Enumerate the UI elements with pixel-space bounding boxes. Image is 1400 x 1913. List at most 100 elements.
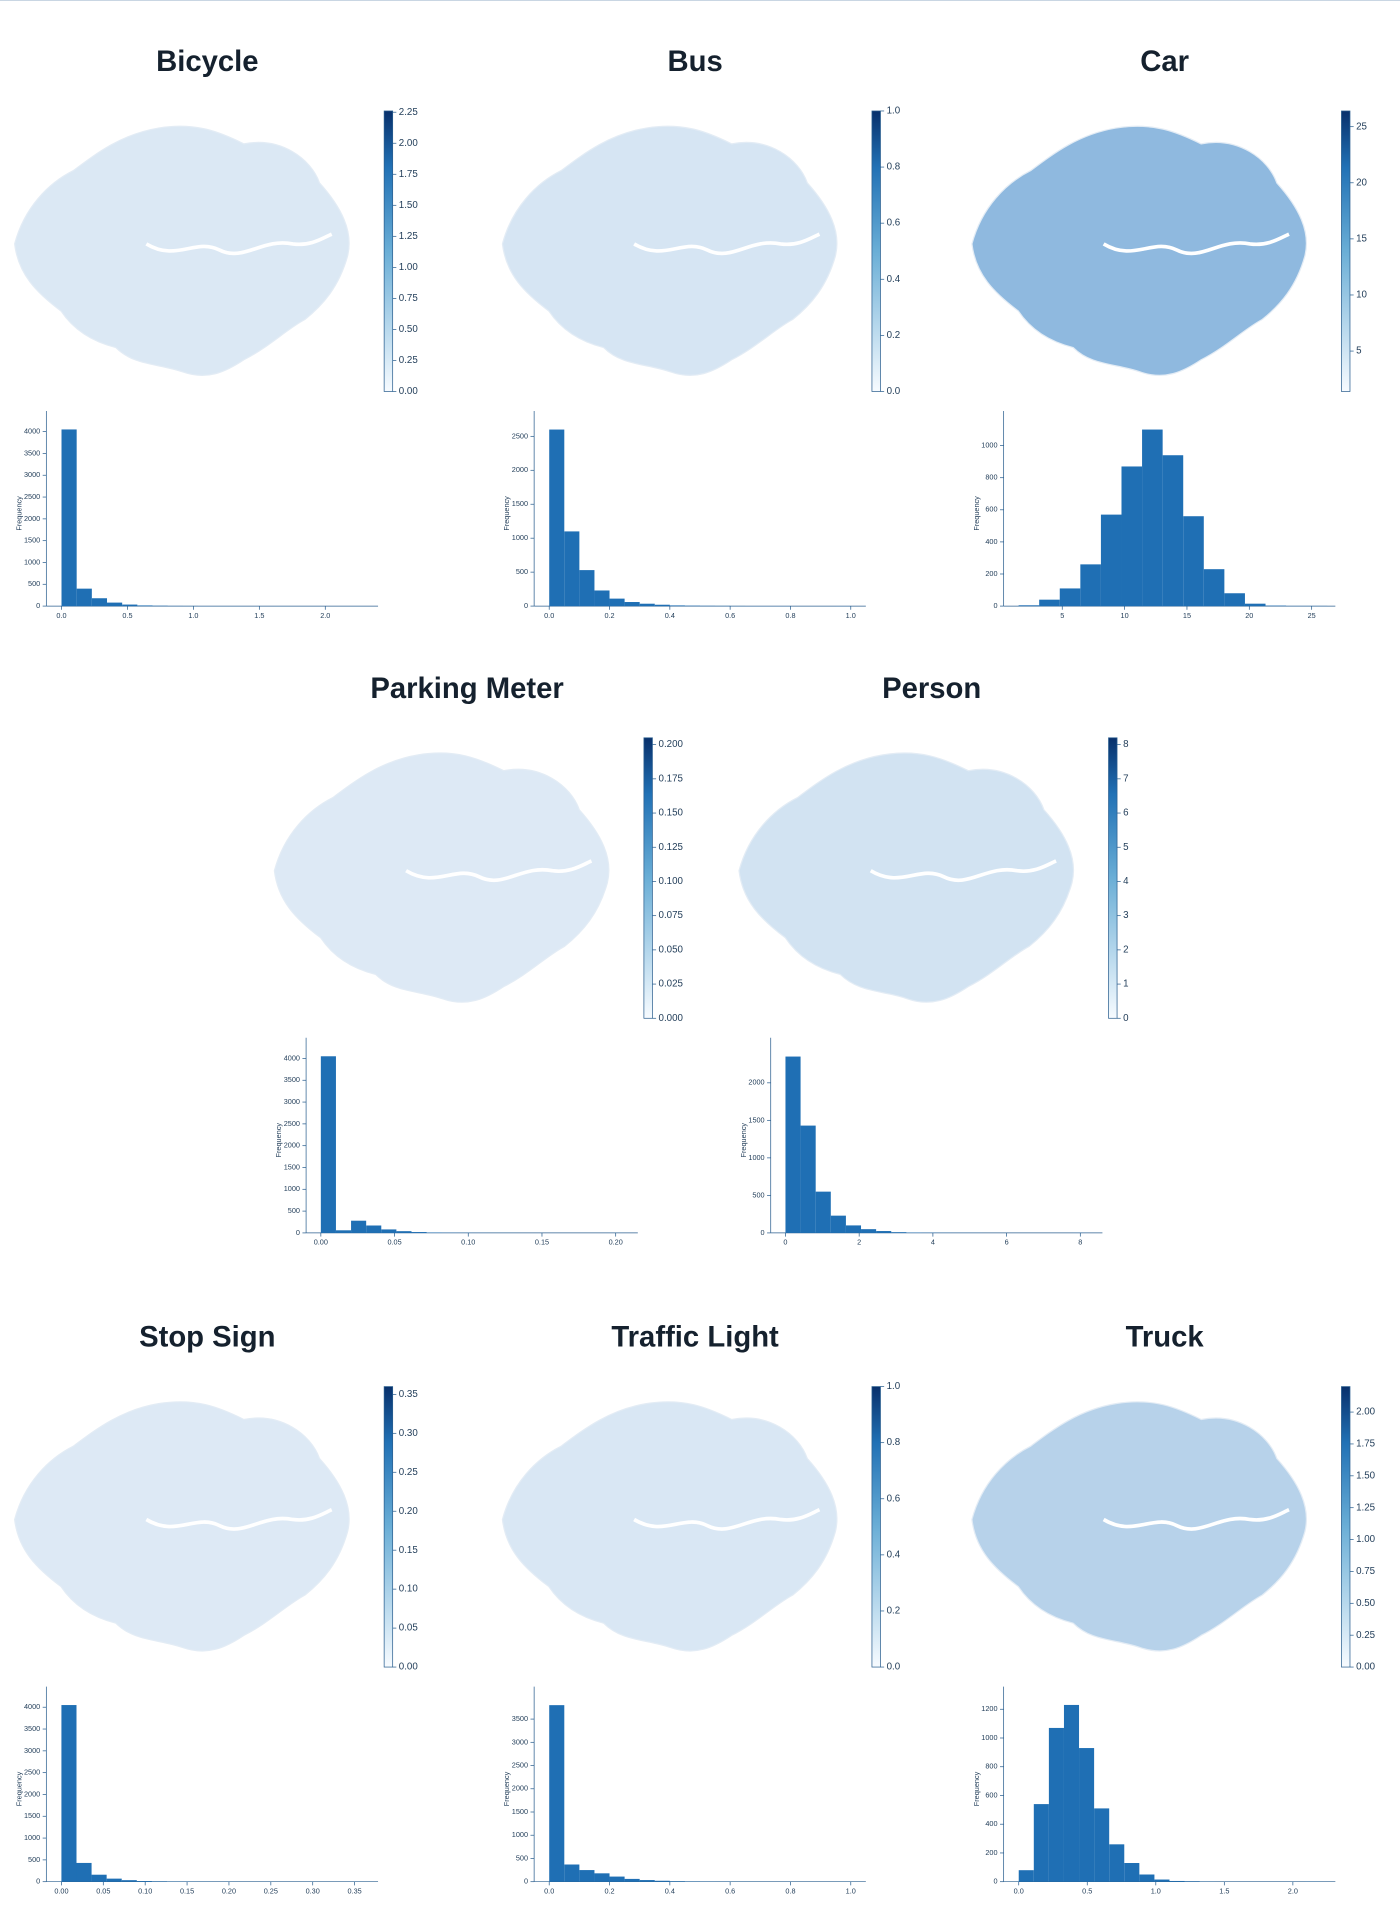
- panel-title: Car: [1140, 46, 1189, 78]
- colorbar: [1341, 1386, 1351, 1668]
- colorbar: [643, 737, 653, 1019]
- y-tick-label: 0: [993, 601, 997, 610]
- colorbar-tick-label: 0.4: [887, 1549, 901, 1560]
- histogram-bar: [335, 1230, 352, 1233]
- y-tick-label: 0: [296, 1228, 300, 1237]
- y-tick-label: 1000: [24, 557, 40, 566]
- y-tick-label: 0: [36, 1877, 40, 1886]
- colorbar-tick-label: 0.05: [399, 1623, 419, 1634]
- y-tick-label: 1500: [512, 1807, 528, 1816]
- panel: Bus 0.0 0.2 0.4 0.6 0.8 1.0 Frequency 0 500 1000 15…: [501, 46, 901, 620]
- colorbar-tick-label: 0.00: [399, 1662, 419, 1673]
- colorbar-tick-label: 1: [1123, 979, 1128, 990]
- histogram-bar: [91, 598, 108, 607]
- colorbar-tick-label: 1.25: [1356, 1502, 1376, 1513]
- y-tick-label: 1000: [24, 1833, 40, 1842]
- x-tick-label: 2.0: [320, 611, 330, 620]
- histogram-bar: [76, 588, 92, 607]
- panel-title: Traffic Light: [611, 1322, 779, 1354]
- y-tick-label: 0: [524, 601, 528, 610]
- histogram-bar: [1203, 569, 1225, 607]
- colorbar-tick-label: 5: [1123, 842, 1129, 853]
- panels: Bicycle0.000.250.500.751.001.251.501.752…: [14, 46, 1376, 1895]
- map-river: [1102, 1508, 1290, 1531]
- y-tick-label: 3000: [24, 1746, 40, 1755]
- x-tick-label: 0.00: [314, 1238, 328, 1247]
- y-tick-label: 800: [985, 1762, 997, 1771]
- x-tick-label: 0.15: [180, 1886, 194, 1895]
- x-tick-label: 0.0: [544, 1886, 554, 1895]
- histogram-bar: [411, 1232, 427, 1233]
- panel: Stop Sign 0.00 0.05 0.10 0.15 0.20 0.25 0.30 0.3…: [14, 1322, 419, 1895]
- colorbar-tick-label: 0.30: [399, 1428, 419, 1439]
- histogram-bar: [785, 1056, 801, 1233]
- histogram-bar: [594, 590, 610, 607]
- histogram-bar: [609, 1876, 625, 1882]
- colorbar-tick-label: 1.75: [1356, 1439, 1376, 1450]
- histogram-bar: [579, 570, 595, 607]
- colorbar: [1341, 110, 1351, 392]
- y-tick-label: 400: [985, 537, 997, 546]
- colorbar-tick-label: 2.25: [399, 107, 419, 118]
- histogram-bar: [1059, 588, 1081, 607]
- histogram-bar: [1100, 514, 1122, 607]
- y-tick-label: 500: [752, 1190, 764, 1199]
- panel-title: Stop Sign: [139, 1322, 275, 1354]
- histogram-bar: [1094, 1808, 1110, 1882]
- x-tick-label: 6: [1005, 1238, 1009, 1247]
- colorbar-tick-label: 0.200: [659, 739, 684, 750]
- colorbar-tick-label: 0.50: [1356, 1598, 1376, 1609]
- y-tick-label: 500: [28, 579, 40, 588]
- x-tick-label: 1.5: [1219, 1886, 1229, 1895]
- histogram-bar: [549, 1705, 565, 1882]
- x-tick-label: 0.25: [264, 1886, 278, 1895]
- colorbar-tick-label: 1.75: [399, 169, 419, 180]
- colorbar-tick-label: 0.75: [399, 293, 419, 304]
- histogram-bar: [669, 605, 685, 607]
- colorbar-tick-label: 0.2: [887, 1606, 901, 1617]
- colorbar-tick-label: 15: [1356, 233, 1367, 244]
- histogram-bar: [107, 602, 123, 607]
- histogram-bar: [1080, 564, 1101, 607]
- histogram-bar: [830, 1215, 846, 1233]
- histogram-bar: [1109, 1844, 1125, 1882]
- colorbar-tick-label: 0.75: [1356, 1566, 1376, 1577]
- y-axis-label: Frequency: [972, 1771, 981, 1806]
- y-axis-label: Frequency: [502, 1771, 511, 1806]
- x-tick-label: 1.0: [1151, 1886, 1161, 1895]
- x-tick-label: 5: [1060, 611, 1064, 620]
- colorbar-tick-label: 0.2: [887, 330, 901, 341]
- colorbar-tick-label: 2: [1123, 944, 1128, 955]
- histogram-bar: [800, 1125, 816, 1233]
- x-tick-label: 0.20: [609, 1238, 623, 1247]
- x-tick-label: 4: [931, 1238, 935, 1247]
- x-tick-label: 1.0: [846, 611, 856, 620]
- y-tick-label: 2000: [284, 1141, 300, 1150]
- y-tick-label: 1000: [748, 1153, 764, 1162]
- colorbar-tick-label: 0.6: [887, 1493, 901, 1504]
- y-tick-label: 1000: [981, 1733, 997, 1742]
- histogram-bar: [876, 1231, 892, 1233]
- y-tick-label: 2500: [24, 492, 40, 501]
- colorbar-tick-label: 0.6: [887, 218, 901, 229]
- x-tick-label: 0.4: [665, 1886, 675, 1895]
- colorbar-tick-label: 2.00: [1356, 1407, 1376, 1418]
- histogram-bar: [639, 1880, 655, 1882]
- y-tick-label: 1200: [981, 1704, 997, 1713]
- histogram-bar: [121, 1880, 137, 1882]
- y-tick-label: 0: [36, 601, 40, 610]
- y-tick-label: 2500: [284, 1119, 300, 1128]
- map-river: [1102, 232, 1290, 256]
- histogram-bar: [381, 1229, 397, 1233]
- y-tick-label: 1000: [512, 1830, 528, 1839]
- colorbar: [1108, 737, 1118, 1019]
- histogram-bar: [1063, 1704, 1080, 1882]
- y-tick-label: 3000: [512, 1737, 528, 1746]
- colorbar: [871, 110, 881, 392]
- colorbar-tick-label: 0.000: [659, 1013, 684, 1024]
- histogram-bar: [609, 598, 625, 607]
- y-tick-label: 800: [985, 473, 997, 482]
- colorbar-tick-label: 20: [1356, 177, 1367, 188]
- histogram-bar: [1124, 1863, 1140, 1882]
